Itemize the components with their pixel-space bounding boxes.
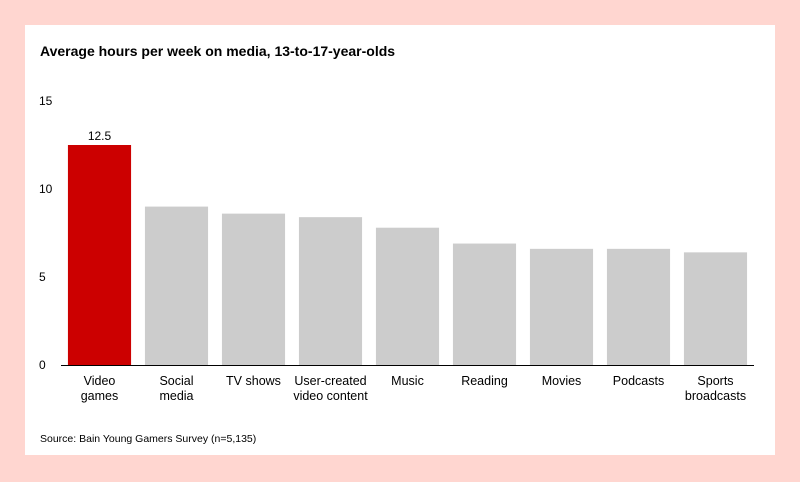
x-tick-label-6: Movies	[542, 374, 582, 388]
y-tick-label-15: 15	[39, 94, 53, 108]
bar-7	[606, 248, 671, 365]
chart-card: Average hours per week on media, 13-to-1…	[25, 25, 775, 455]
x-tick-line: User-created	[294, 374, 366, 388]
bar-6	[529, 248, 594, 365]
bar-4	[375, 227, 440, 365]
bar-0	[67, 145, 132, 365]
x-tick-line: Reading	[461, 374, 508, 388]
x-tick-line: broadcasts	[685, 389, 746, 403]
x-tick-label-5: Reading	[461, 374, 508, 388]
x-tick-line: Podcasts	[613, 374, 664, 388]
x-tick-line: Video	[84, 374, 116, 388]
bar-1	[144, 206, 209, 365]
bars	[67, 145, 748, 365]
x-tick-line: Music	[391, 374, 424, 388]
y-tick-label-0: 0	[39, 358, 46, 372]
bar-3	[298, 217, 363, 365]
x-tick-line: TV shows	[226, 374, 281, 388]
x-tick-label-2: TV shows	[226, 374, 281, 388]
y-axis-ticks: 0 5 10 15	[39, 94, 53, 372]
data-label-0: 12.5	[88, 129, 112, 143]
data-labels: 12.5	[88, 129, 112, 143]
bar-2	[221, 213, 286, 365]
x-tick-line: games	[81, 389, 119, 403]
bar-8	[683, 252, 748, 365]
x-tick-line: video content	[293, 389, 368, 403]
y-tick-label-5: 5	[39, 270, 46, 284]
x-tick-line: media	[159, 389, 193, 403]
chart-title: Average hours per week on media, 13-to-1…	[40, 43, 396, 59]
x-tick-line: Social	[159, 374, 193, 388]
x-tick-label-7: Podcasts	[613, 374, 664, 388]
y-tick-label-10: 10	[39, 182, 53, 196]
x-tick-line: Movies	[542, 374, 582, 388]
source-note: Source: Bain Young Gamers Survey (n=5,13…	[40, 433, 257, 445]
x-tick-line: Sports	[697, 374, 733, 388]
x-tick-label-4: Music	[391, 374, 424, 388]
bar-5	[452, 243, 517, 365]
